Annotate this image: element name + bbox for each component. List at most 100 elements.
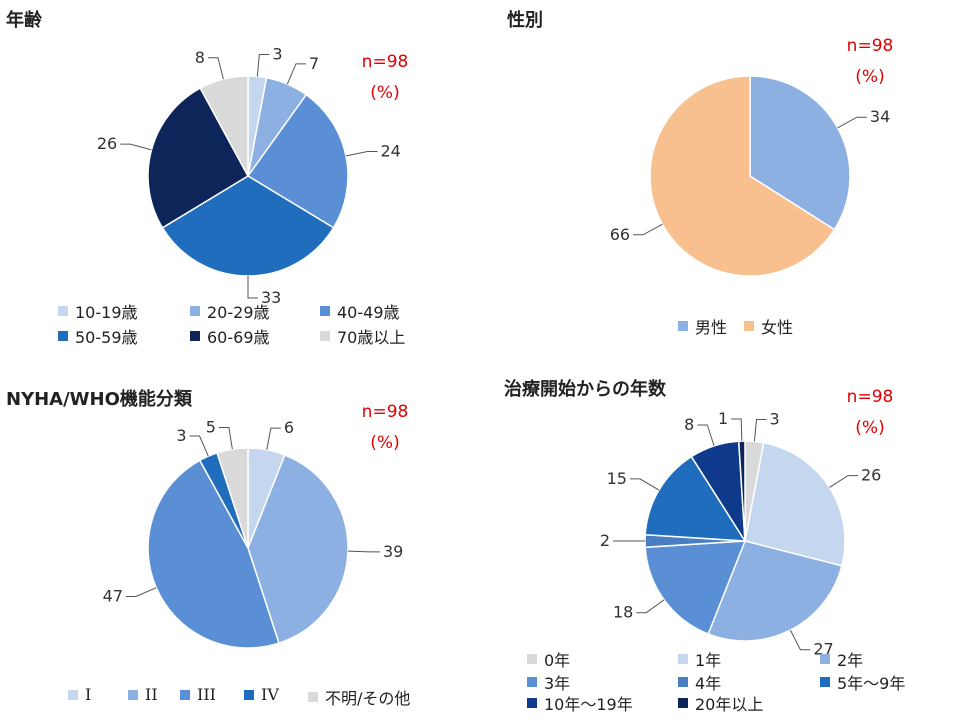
chart-title: 年齢 [6, 10, 42, 31]
legend-label: 0年 [544, 651, 571, 670]
pie-slice [644, 455, 747, 542]
pie-slice [644, 540, 747, 635]
leader-line [347, 550, 380, 553]
n-label: n=98 [846, 36, 894, 56]
data-label: 8 [195, 48, 205, 67]
data-label: 26 [97, 134, 117, 153]
data-label: 5 [206, 418, 216, 437]
n-label: n=98 [846, 387, 894, 407]
data-label: 1 [718, 409, 728, 428]
leader-line [633, 223, 663, 236]
legend-item: 女性 [744, 314, 793, 338]
legend-item: 2年 [820, 647, 863, 671]
legend-swatch [320, 331, 330, 341]
legend-item: 5年～9年 [820, 670, 905, 694]
n-label: n=98 [361, 402, 409, 422]
legend-label: 5年～9年 [837, 674, 906, 693]
unit-label: (%) [855, 67, 885, 87]
data-label: 3 [769, 410, 779, 429]
leader-line [286, 63, 306, 85]
legend-swatch [744, 321, 754, 331]
pie-slice [147, 87, 250, 229]
leader-line [126, 587, 157, 597]
legend-label: 70歳以上 [337, 328, 406, 347]
leader-line [731, 418, 743, 442]
pie-slice [649, 75, 836, 277]
legend-item: 不明/その他 [308, 685, 410, 709]
pie-slice [198, 451, 249, 549]
legend-swatch [527, 677, 537, 687]
legend-item: 20-29歳 [190, 299, 270, 323]
unit-label: (%) [370, 433, 400, 453]
data-label: 66 [610, 225, 630, 244]
chart-title: 治療開始からの年数 [504, 379, 666, 400]
pie-slice [247, 75, 268, 177]
pie-slice [216, 447, 249, 549]
legend-item: 60-69歳 [190, 324, 270, 348]
data-label: 26 [861, 466, 881, 485]
data-label: 47 [103, 586, 123, 605]
legend-item: 70歳以上 [320, 324, 405, 348]
legend-label: 60-69歳 [207, 328, 270, 347]
legend-item: 10年～19年 [527, 691, 633, 715]
leader-line [218, 427, 233, 450]
legend-swatch [244, 689, 254, 700]
legend-label: III [197, 685, 216, 704]
legend-swatch [820, 677, 830, 687]
legend-label: 1年 [695, 651, 722, 670]
legend-item: 3年 [527, 670, 570, 694]
legend-swatch [308, 692, 318, 702]
legend-swatch [190, 306, 200, 316]
data-label: 6 [284, 418, 294, 437]
leader-line [345, 151, 378, 157]
pie-slice [199, 75, 249, 177]
leader-line [266, 427, 281, 450]
legend-label: 女性 [761, 318, 794, 337]
legend-swatch [128, 689, 138, 700]
unit-label: (%) [370, 83, 400, 103]
pie-slice [246, 93, 349, 229]
legend-item: II [128, 685, 158, 704]
leader-line [256, 54, 270, 77]
leader-line [189, 435, 209, 457]
pie-slice [247, 447, 286, 549]
legend-label: 2年 [837, 651, 864, 670]
legend-swatch [678, 321, 688, 331]
leader-line [247, 276, 258, 299]
chart-title: NYHA/WHO機能分類 [6, 389, 192, 410]
legend-label: 20-29歳 [207, 303, 270, 322]
legend-label: 4年 [695, 674, 722, 693]
n-label: n=98 [361, 52, 409, 72]
pie-slice [749, 75, 851, 231]
pie-slice [744, 441, 846, 567]
legend-swatch [58, 306, 68, 316]
legend-label: 10-19歳 [75, 303, 138, 322]
legend-label: 男性 [695, 318, 728, 337]
pie-slice [744, 440, 765, 542]
legend-swatch [58, 331, 68, 341]
leader-line [207, 57, 224, 80]
legend-swatch [678, 677, 688, 687]
leader-line [837, 116, 867, 129]
legend-label: II [145, 685, 158, 704]
data-label: 2 [600, 531, 610, 550]
legend-label: 不明/その他 [325, 689, 411, 708]
legend-item: 0年 [527, 647, 570, 671]
legend-swatch [190, 331, 200, 341]
pie-slice [737, 440, 746, 542]
pie-slice [707, 540, 843, 642]
legend-label: 3年 [544, 674, 571, 693]
data-label: 7 [309, 54, 319, 73]
legend-swatch [320, 306, 330, 316]
pie-slice [247, 76, 308, 177]
legend-item: I [68, 685, 91, 704]
legend-item: 1年 [678, 647, 721, 671]
legend-item: IV [244, 685, 279, 704]
legend-label: 10年～19年 [544, 695, 633, 714]
pie-slice [247, 454, 349, 645]
leader-line [636, 599, 665, 614]
legend-label: IV [261, 685, 279, 704]
